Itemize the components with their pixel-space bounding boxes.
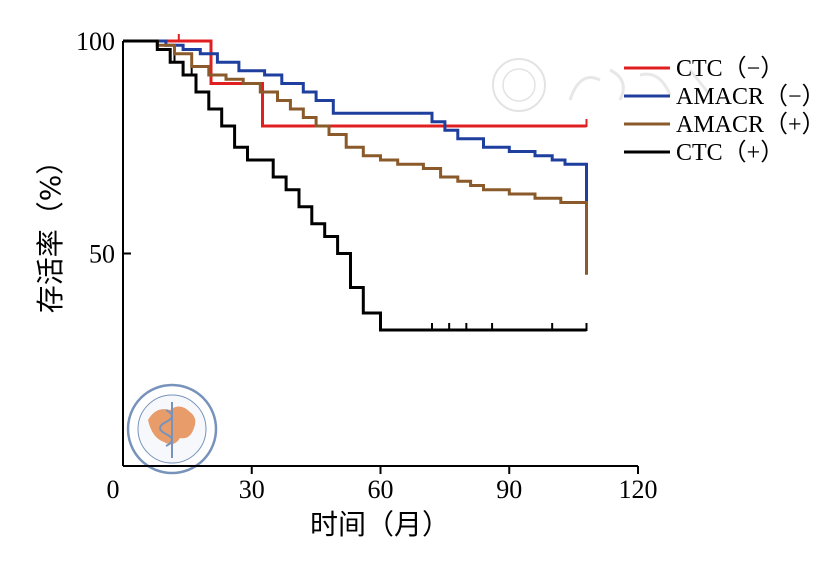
- x-tick-label-0: 0: [107, 475, 120, 504]
- series-line-3: [123, 39, 587, 332]
- x-tick-label-90: 90: [496, 475, 522, 504]
- legend-label-0: CTC（−）: [676, 56, 784, 82]
- legend-label-1: AMACR（−）: [676, 84, 826, 110]
- legend-label-3: CTC（+）: [676, 140, 784, 166]
- series-line-1: [123, 39, 588, 203]
- x-axis-title: 时间（月）: [310, 508, 450, 541]
- legend-label-2: AMACR（+）: [676, 112, 826, 138]
- series-line-2: [123, 39, 588, 275]
- legend: CTC（−）AMACR（−）AMACR（+）CTC（+）: [624, 56, 826, 166]
- x-tick-label-60: 60: [368, 475, 394, 504]
- y-axis-title: 存活率（%）: [34, 147, 67, 314]
- series-layer: [123, 34, 588, 332]
- tick-labels: 0 30 60 90 120 50 100: [76, 27, 658, 504]
- y-tick-label-100: 100: [76, 27, 115, 56]
- association-logo-watermark: [126, 383, 218, 475]
- top-right-watermark: [492, 58, 712, 112]
- x-tick-label-120: 120: [619, 475, 658, 504]
- x-tick-label-30: 30: [239, 475, 265, 504]
- y-tick-label-50: 50: [89, 240, 115, 269]
